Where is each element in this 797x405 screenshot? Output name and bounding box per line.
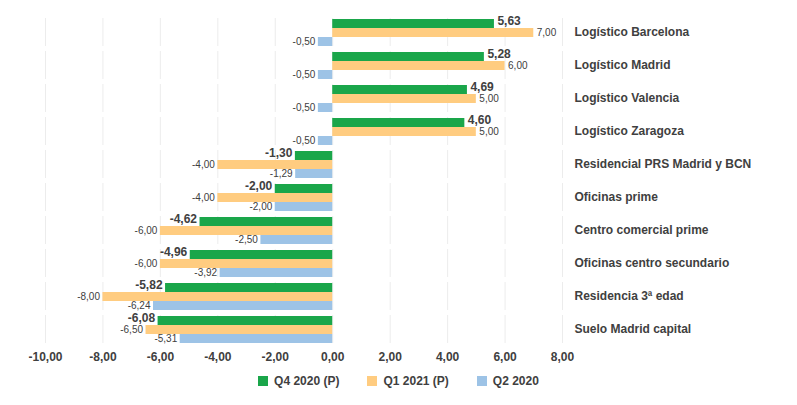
svg-text:-2,00: -2,00 [249,201,272,212]
svg-text:-6,08: -6,08 [128,311,156,325]
svg-text:-2,00: -2,00 [262,350,290,364]
svg-text:Logístico Zaragoza: Logístico Zaragoza [575,124,685,138]
html-text:Q2 2020: Q2 2020 [492,374,539,388]
svg-text:Centro comercial prime: Centro comercial prime [575,223,709,237]
svg-text:5,28: 5,28 [487,47,511,61]
svg-text:Logístico Barcelona: Logístico Barcelona [575,25,690,39]
svg-text:-8,00: -8,00 [89,350,117,364]
html-text:Q1 2021 (P): Q1 2021 (P) [383,374,449,388]
svg-text:-3,92: -3,92 [194,267,217,278]
svg-text:-2,00: -2,00 [245,179,273,193]
svg-text:4,00: 4,00 [436,350,460,364]
svg-text:-5,31: -5,31 [154,333,177,344]
svg-text:2,00: 2,00 [378,350,402,364]
svg-text:-0,50: -0,50 [293,36,316,47]
svg-text:-6,00: -6,00 [147,350,175,364]
svg-text:0,00: 0,00 [321,350,345,364]
svg-text:5,00: 5,00 [479,93,499,104]
svg-text:Suelo Madrid capital: Suelo Madrid capital [575,322,692,336]
svg-text:5,63: 5,63 [497,14,521,28]
svg-text:8,00: 8,00 [551,350,575,364]
svg-text:-4,00: -4,00 [204,350,232,364]
svg-text:Residencia 3ª edad: Residencia 3ª edad [575,289,684,303]
svg-text:6,00: 6,00 [508,60,528,71]
svg-text:Oficinas centro secundario: Oficinas centro secundario [575,256,730,270]
svg-text:-2,50: -2,50 [235,234,258,245]
svg-text:-6,50: -6,50 [120,324,143,335]
svg-text:4,60: 4,60 [468,113,492,127]
svg-text:-0,50: -0,50 [293,135,316,146]
svg-text:-5,82: -5,82 [135,278,163,292]
svg-text:-4,62: -4,62 [170,212,198,226]
svg-text:-4,96: -4,96 [160,245,188,259]
svg-text:4,69: 4,69 [470,80,494,94]
html-text:Q4 2020 (P): Q4 2020 (P) [274,374,340,388]
svg-text:5,00: 5,00 [479,126,499,137]
svg-text:6,00: 6,00 [493,350,517,364]
svg-text:-10,00: -10,00 [28,350,62,364]
svg-text:-0,50: -0,50 [293,102,316,113]
svg-text:-1,30: -1,30 [265,146,293,160]
svg-text:-4,00: -4,00 [192,159,215,170]
svg-text:Logístico Madrid: Logístico Madrid [575,58,671,72]
svg-text:-1,29: -1,29 [270,168,293,179]
svg-text:Oficinas prime: Oficinas prime [575,190,659,204]
svg-text:7,00: 7,00 [537,27,557,38]
svg-text:-6,00: -6,00 [135,225,158,236]
svg-text:Residencial PRS Madrid y BCN: Residencial PRS Madrid y BCN [575,157,752,171]
svg-text:-4,00: -4,00 [192,192,215,203]
svg-text:-0,50: -0,50 [293,69,316,80]
svg-text:-6,00: -6,00 [135,258,158,269]
svg-text:-6,24: -6,24 [128,300,151,311]
svg-text:-8,00: -8,00 [77,291,100,302]
svg-text:Logístico Valencia: Logístico Valencia [575,91,680,105]
